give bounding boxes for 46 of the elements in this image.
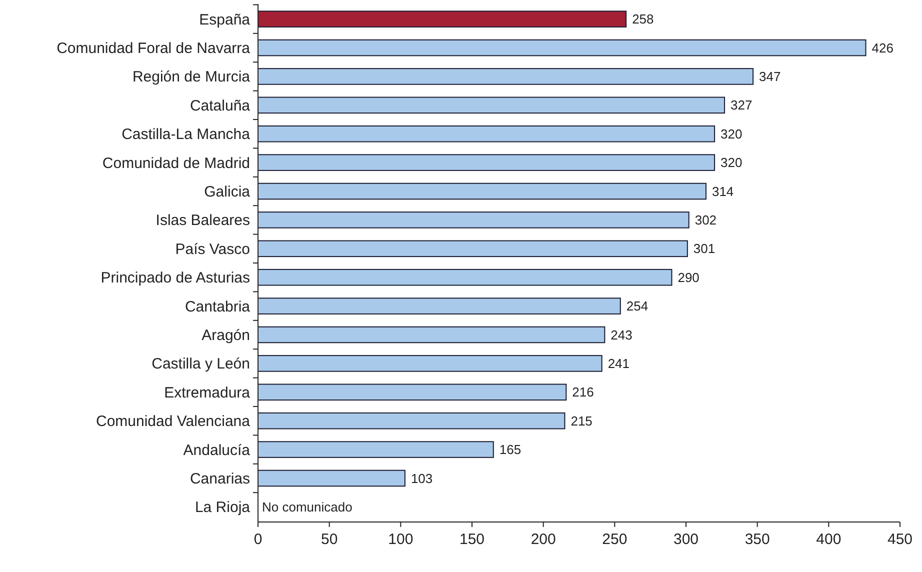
data-label: 314: [712, 184, 734, 199]
y-tick-label: Región de Murcia: [132, 68, 251, 86]
data-label: 320: [720, 126, 742, 142]
y-tick-label: Castilla y León: [152, 356, 250, 373]
x-tick-label: 50: [320, 531, 338, 548]
x-tick-label: 300: [673, 531, 699, 548]
data-label: 254: [626, 298, 648, 314]
y-tick-label: Cantabria: [184, 298, 251, 316]
x-tick-label: 150: [459, 531, 485, 548]
data-label: 327: [730, 98, 752, 113]
y-tick-label: Islas Baleares: [156, 212, 250, 230]
data-label: 320: [720, 155, 742, 170]
y-tick-label: Principado de Asturias: [100, 270, 250, 287]
data-label: 347: [759, 69, 781, 84]
x-tick-label: 250: [602, 531, 628, 548]
data-label: 302: [694, 212, 717, 228]
data-label: 215: [570, 413, 592, 428]
data-label: 216: [572, 384, 594, 400]
x-tick-label: 0: [254, 531, 262, 548]
x-tick-label: 350: [744, 531, 770, 548]
data-label: 243: [610, 327, 632, 342]
x-tick-label: 100: [388, 531, 414, 548]
y-tick-label: Andalucía: [183, 442, 251, 459]
x-tick-label: 200: [530, 531, 556, 548]
x-tick-label: 400: [816, 531, 842, 548]
y-tick-label: Comunidad Valenciana: [96, 413, 251, 430]
annotation: No comunicado: [262, 499, 352, 514]
y-tick-label: Comunidad Foral de Navarra: [56, 40, 251, 58]
x-tick-label: 450: [887, 531, 913, 548]
y-tick-label: España: [199, 11, 251, 28]
y-tick-label: La Rioja: [194, 499, 251, 516]
data-label: 290: [678, 270, 700, 285]
data-label: 426: [872, 40, 894, 56]
y-tick-label: Aragón: [202, 326, 250, 344]
y-tick-label: Canarias: [190, 470, 250, 488]
y-tick-label: Extremadura: [164, 384, 251, 402]
data-label: 301: [693, 241, 716, 256]
y-tick-label: Cataluña: [190, 97, 251, 114]
data-label: 258: [632, 12, 654, 27]
data-label: 103: [410, 470, 433, 486]
data-label: 241: [608, 356, 630, 371]
y-tick-label: Comunidad de Madrid: [102, 154, 250, 172]
y-tick-label: País Vasco: [175, 240, 250, 258]
y-tick-label: Galicia: [204, 184, 251, 201]
y-tick-label: Castilla-La Mancha: [122, 126, 251, 144]
data-label: 165: [499, 442, 522, 458]
